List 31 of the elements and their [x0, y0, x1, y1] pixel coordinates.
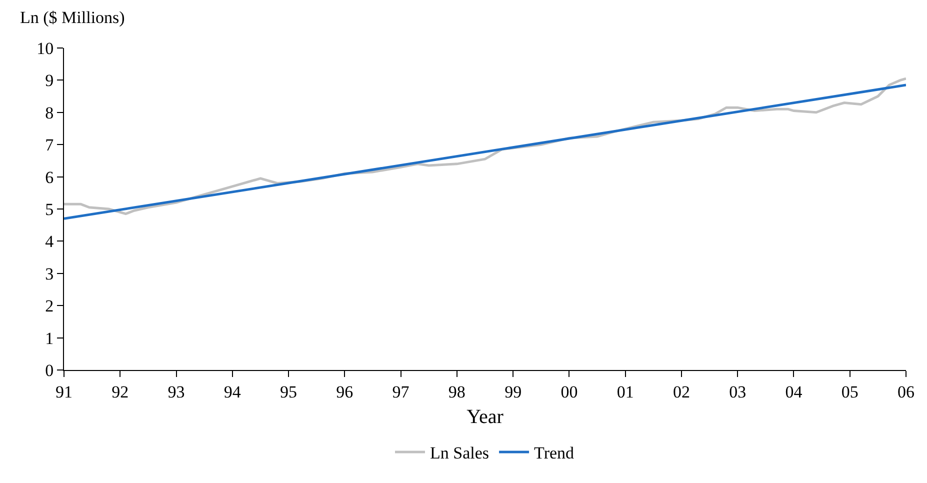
x-tick-label: 99 — [504, 382, 522, 402]
y-tick-label: 7 — [45, 136, 54, 155]
legend-label: Ln Sales — [430, 444, 490, 463]
y-tick-label: 1 — [45, 328, 54, 348]
y-tick-label: 9 — [45, 71, 54, 90]
x-tick-label: 03 — [729, 382, 746, 402]
x-tick-label: 91 — [56, 382, 72, 402]
legend-label: Trend — [534, 444, 575, 463]
x-axis-title: Year — [466, 406, 504, 428]
x-tick-label: 02 — [672, 382, 690, 402]
y-tick-label: 0 — [45, 360, 54, 380]
x-tick-label: 95 — [280, 382, 298, 402]
x-tick-label: 93 — [168, 382, 185, 402]
x-tick-label: 06 — [898, 382, 914, 402]
y-tick-label: 5 — [45, 200, 54, 219]
y-tick-label: 8 — [45, 103, 54, 122]
x-tick-label: 94 — [224, 382, 242, 402]
y-tick-label: 2 — [45, 296, 54, 316]
y-tick-label: 3 — [45, 264, 54, 284]
y-tick-label: 4 — [45, 232, 54, 252]
y-tick-label: 10 — [36, 38, 54, 58]
x-tick-label: 92 — [112, 382, 129, 402]
x-tick-label: 04 — [785, 382, 803, 402]
y-axis-title: Ln ($ Millions) — [20, 8, 125, 27]
y-tick-label: 6 — [45, 168, 54, 187]
x-tick-label: 97 — [392, 382, 410, 402]
x-tick-label: 05 — [841, 382, 858, 402]
x-tick-label: 00 — [560, 382, 578, 402]
x-tick-label: 01 — [616, 382, 634, 402]
x-tick-label: 98 — [448, 382, 466, 402]
x-tick-label: 96 — [336, 382, 354, 402]
